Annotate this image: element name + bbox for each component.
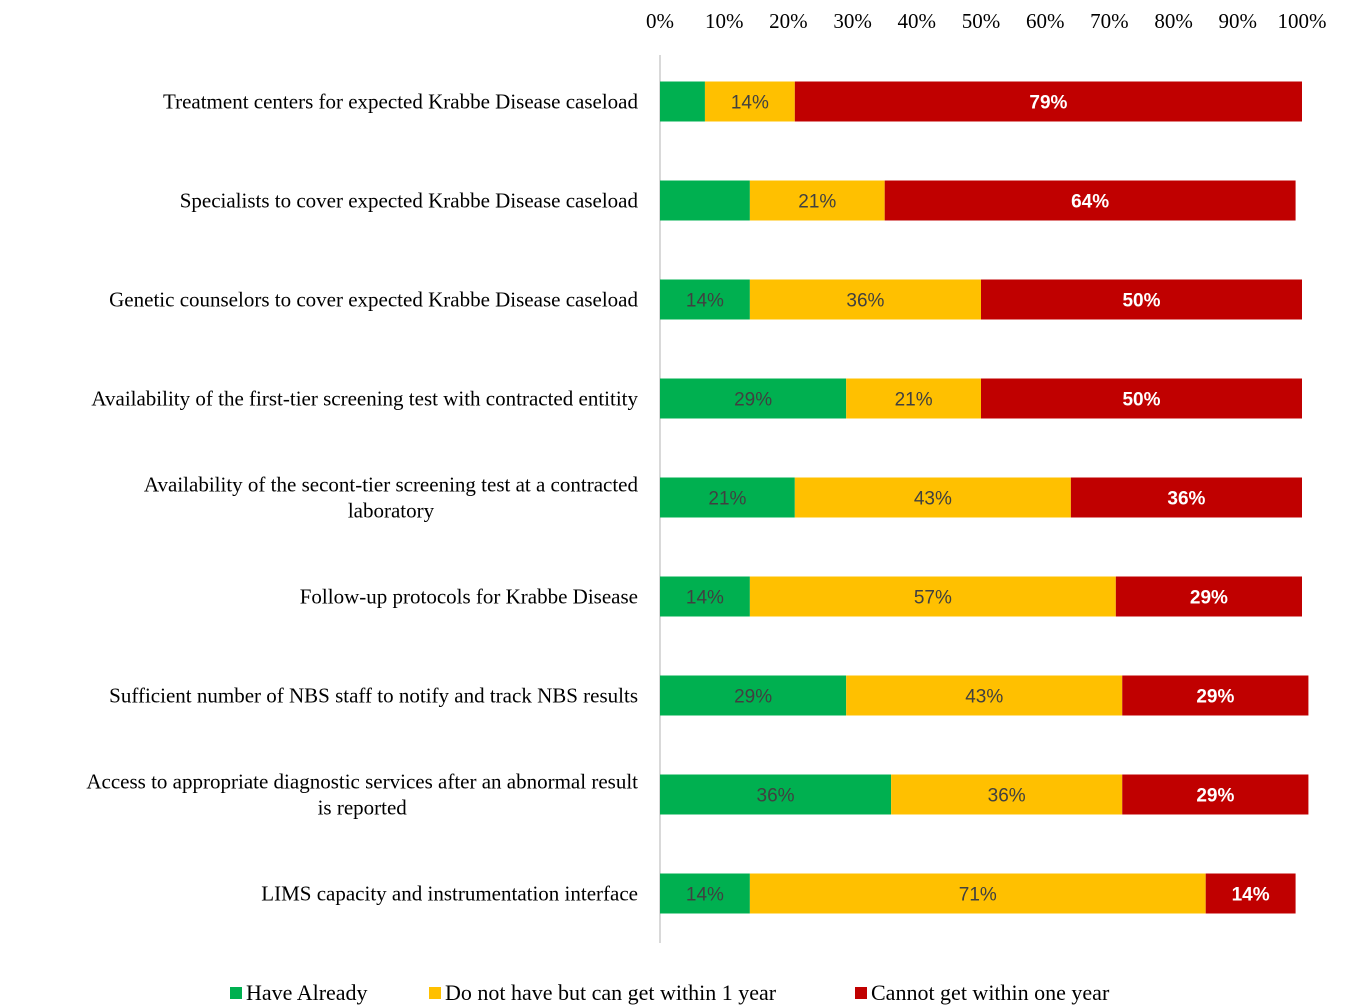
legend-label: Do not have but can get within 1 year [445,980,777,1005]
x-tick-label: 20% [769,9,808,33]
bar-segment [1122,675,1309,716]
bar-segment [660,279,750,320]
category-label: Follow-up protocols for Krabbe Disease [300,585,638,609]
legend-label: Have Already [246,980,368,1005]
bar-segment [884,180,1296,221]
data-label: 50% [1122,291,1160,312]
data-label: 29% [734,687,772,708]
bar-segment [1115,576,1302,617]
legend: Have Already Do not have but can get with… [230,980,1110,1005]
data-label: 29% [1190,588,1228,609]
bar-segment [1070,477,1302,518]
data-label: 21% [798,192,836,213]
data-label: 29% [1196,687,1234,708]
bar-segment [1122,774,1309,815]
bar-segment [660,774,892,815]
data-label: 36% [988,786,1026,807]
category-label: Access to appropriate diagnostic service… [86,770,638,794]
category-label: Availability of the first-tier screening… [91,387,638,411]
data-label: 50% [1122,390,1160,411]
bar-segment [1205,873,1296,914]
legend-label: Cannot get within one year [871,980,1110,1005]
category-label-line2: laboratory [348,499,435,523]
data-label: 29% [734,390,772,411]
legend-swatch [230,987,242,999]
bar-segment [981,279,1302,320]
x-tick-label: 40% [898,9,937,33]
data-label: 57% [914,588,952,609]
bar-segment [660,180,750,221]
bar-segment [749,873,1206,914]
data-label: 71% [959,885,997,906]
bar-segment [660,576,750,617]
bar-segment [981,378,1302,419]
bar-segment [749,180,885,221]
data-label: 21% [708,489,746,510]
x-tick-label: 30% [833,9,872,33]
x-tick-label: 80% [1154,9,1193,33]
category-labels: Treatment centers for expected Krabbe Di… [86,90,638,906]
legend-swatch [855,987,867,999]
data-label: 64% [1071,192,1109,213]
data-label: 14% [686,588,724,609]
legend-swatch [429,987,441,999]
x-tick-label: 100% [1278,9,1327,33]
data-label: 14% [686,291,724,312]
data-label: 36% [757,786,795,807]
category-label-line2: is reported [318,796,408,820]
bar-segment [660,81,705,122]
data-label: 43% [965,687,1003,708]
bar-segment [846,675,1123,716]
category-label: Genetic counselors to cover expected Kra… [109,288,638,312]
bar-segment [794,81,1302,122]
bar-segment [794,477,1071,518]
bar-segment [660,675,847,716]
bar-segment [660,378,847,419]
x-tick-label: 50% [962,9,1001,33]
data-label: 43% [914,489,952,510]
x-tick-label: 10% [705,9,744,33]
data-label: 79% [1029,93,1067,114]
bar-segment [846,378,981,419]
bar-segment [660,873,750,914]
data-label: 14% [731,93,769,114]
data-label: 14% [686,885,724,906]
bar-segment [660,477,795,518]
x-axis-ticks: 0% 10% 20% 30% 40% 50% 60% 70% 80% 90% 100% [646,9,1327,33]
x-tick-label: 70% [1090,9,1129,33]
category-label: Sufficient number of NBS staff to notify… [109,684,638,708]
data-label: 29% [1196,786,1234,807]
data-label: 36% [1167,489,1205,510]
bar-segment [704,81,795,122]
category-label: Treatment centers for expected Krabbe Di… [163,90,639,114]
category-label: LIMS capacity and instrumentation interf… [261,882,638,906]
bar-segment [749,279,981,320]
x-tick-label: 0% [646,9,674,33]
bars: 14% 79% 21% 64% 14% 36% 50% 29% 21% 50% 21% 43% 36% 1… [660,81,1309,914]
data-label: 36% [846,291,884,312]
x-tick-label: 60% [1026,9,1065,33]
bar-segment [891,774,1123,815]
data-label: 14% [1232,885,1270,906]
category-label: Specialists to cover expected Krabbe Dis… [180,189,639,213]
x-tick-label: 90% [1219,9,1258,33]
category-label: Availability of the secont-tier screenin… [144,473,639,497]
data-label: 21% [895,390,933,411]
bar-segment [749,576,1116,617]
